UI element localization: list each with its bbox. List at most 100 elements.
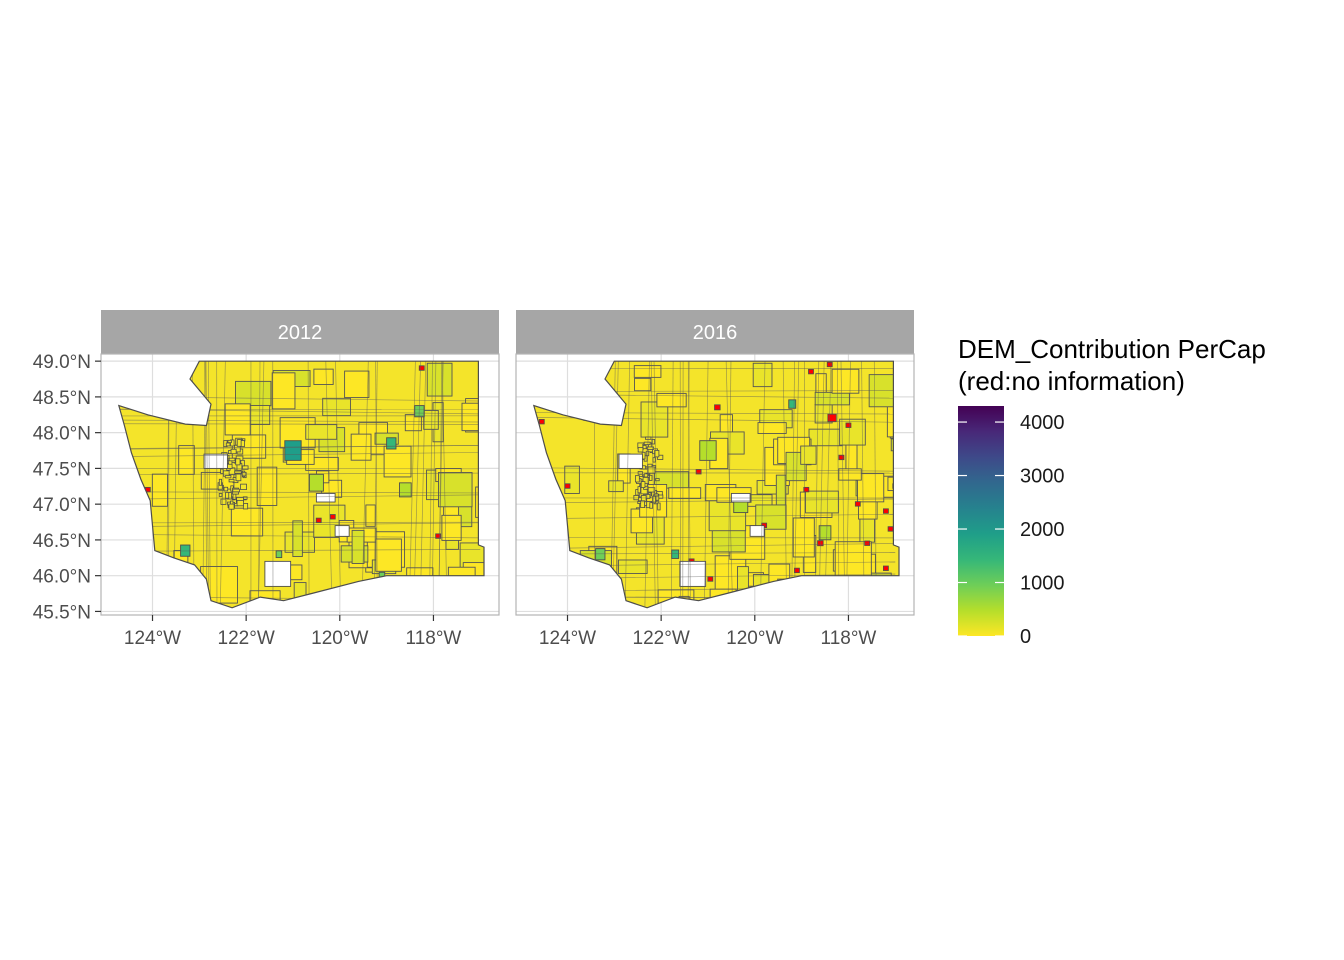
boundary-line xyxy=(791,361,795,608)
unpopulated-area xyxy=(203,453,228,469)
legend-title-line-2: (red:no information) xyxy=(958,366,1185,396)
tract-no-information xyxy=(707,576,714,582)
tract-no-information xyxy=(435,533,442,539)
tract-no-information xyxy=(864,540,871,546)
y-axis-tick-label: 49.0°N xyxy=(33,352,91,373)
urban-tract xyxy=(218,478,222,486)
urban-tract xyxy=(643,473,649,478)
boundary-line xyxy=(118,472,481,475)
state-outline xyxy=(532,360,900,609)
tract-no-information xyxy=(808,368,814,375)
x-axis-tick-label: 124°W xyxy=(539,628,596,649)
legend-tick-label: 1000 xyxy=(1020,573,1065,595)
unpopulated-area xyxy=(264,560,292,587)
urban-tract xyxy=(643,441,651,446)
boundary-line xyxy=(118,522,481,528)
urban-tract xyxy=(655,478,660,482)
boundary-line xyxy=(118,452,481,457)
tract-high-contribution xyxy=(386,437,397,450)
urban-tract xyxy=(227,439,232,444)
tract-no-information xyxy=(564,483,571,489)
urban-tract xyxy=(230,500,234,505)
boundary-line xyxy=(687,361,691,608)
urban-tract xyxy=(657,502,661,511)
panel-border xyxy=(100,353,500,616)
tract xyxy=(292,520,303,557)
tract xyxy=(178,445,195,475)
tract-no-information xyxy=(883,508,889,514)
tract-high-contribution xyxy=(399,482,412,498)
boundary-line xyxy=(118,533,481,539)
tract xyxy=(256,466,278,506)
urban-tract xyxy=(649,502,654,509)
tract xyxy=(383,445,412,478)
tract-no-information xyxy=(794,567,800,574)
urban-tract xyxy=(654,450,660,458)
boundary-line xyxy=(703,361,709,608)
urban-tract xyxy=(218,493,223,497)
urban-tract xyxy=(642,476,650,485)
boundary-line xyxy=(644,361,650,608)
urban-tract xyxy=(228,478,235,483)
state-outline xyxy=(117,360,485,609)
x-axis-tick-label: 118°W xyxy=(821,628,877,649)
tract xyxy=(151,473,168,507)
boundary-line xyxy=(687,361,690,608)
boundary-line xyxy=(118,445,481,449)
urban-tract xyxy=(236,439,242,447)
boundary-line xyxy=(727,361,732,608)
facet-strip-label: 2016 xyxy=(693,322,738,344)
x-axis-tick-label: 120°W xyxy=(311,628,368,649)
x-axis-tick-label: 118°W xyxy=(406,628,462,649)
boundary-line xyxy=(533,552,896,555)
x-axis-tick-label: 124°W xyxy=(124,628,181,649)
boundary-line xyxy=(258,361,261,608)
unpopulated-area xyxy=(749,525,765,537)
x-axis-tick-label: 122°W xyxy=(633,628,690,649)
boundary-line xyxy=(624,361,630,608)
tract xyxy=(845,443,858,473)
tract-no-information xyxy=(418,365,425,371)
tract xyxy=(839,418,866,446)
unpopulated-area xyxy=(618,453,643,469)
urban-tract xyxy=(657,454,664,460)
boundary-line xyxy=(373,361,378,608)
boundary-line xyxy=(118,494,481,500)
boundary-line xyxy=(413,361,421,608)
tract-no-information xyxy=(714,404,721,411)
boundary-line xyxy=(793,361,800,608)
tract xyxy=(805,490,839,514)
tract xyxy=(305,424,338,440)
tract xyxy=(656,392,687,408)
urban-tract xyxy=(225,442,231,447)
legend-tick-label: 2000 xyxy=(1020,519,1065,541)
y-axis-tick-label: 45.5°N xyxy=(33,602,91,623)
tract xyxy=(633,365,662,378)
tract xyxy=(375,538,402,572)
tract-no-information xyxy=(329,514,336,520)
boundary-line xyxy=(837,361,840,608)
urban-tract xyxy=(649,474,653,481)
tract xyxy=(857,473,885,503)
urban-tract xyxy=(640,481,646,489)
urban-tract xyxy=(224,475,232,479)
facet-strip xyxy=(516,310,914,354)
unpopulated-area xyxy=(334,525,350,537)
boundary-line xyxy=(325,361,333,608)
urban-tract xyxy=(234,470,242,474)
tract xyxy=(752,362,773,388)
tract xyxy=(438,472,473,508)
legend-tick-label: 3000 xyxy=(1020,466,1065,488)
tract xyxy=(800,445,817,465)
urban-tract xyxy=(232,488,240,493)
tract-no-information xyxy=(827,413,837,423)
x-axis-tick-label: 122°W xyxy=(218,628,275,649)
unpopulated-area xyxy=(315,492,336,503)
boundary-line xyxy=(118,548,481,552)
legend-tick-label: 0 xyxy=(1020,626,1031,648)
tract xyxy=(617,559,648,575)
tract-no-information xyxy=(838,454,845,461)
tract xyxy=(365,504,376,527)
